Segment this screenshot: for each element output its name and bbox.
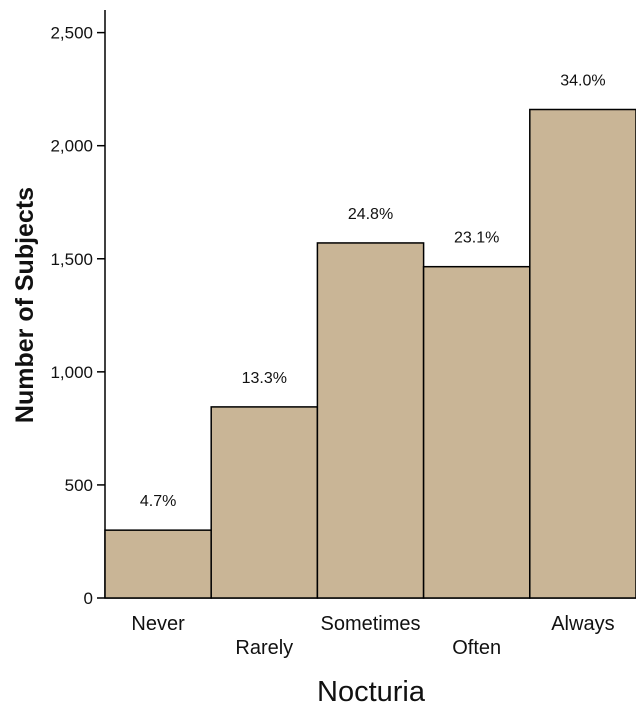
x-axis-title: Nocturia bbox=[317, 676, 426, 705]
y-tick-label: 1,000 bbox=[50, 363, 93, 382]
data-label: 34.0% bbox=[560, 73, 605, 90]
y-tick-label: 0 bbox=[84, 589, 93, 608]
y-tick-label: 2,500 bbox=[50, 24, 93, 43]
category-label: Sometimes bbox=[320, 613, 420, 635]
category-label: Never bbox=[131, 613, 185, 635]
bar-rarely bbox=[210, 406, 319, 599]
y-axis-title: Number of Subjects bbox=[11, 187, 39, 423]
bar-always bbox=[529, 108, 636, 599]
category-label: Always bbox=[551, 613, 614, 635]
bar-never bbox=[104, 529, 212, 599]
category-labels: Never Rarely Sometimes Often Always bbox=[131, 613, 614, 659]
y-tick-label: 2,000 bbox=[50, 137, 93, 156]
bar-sometimes bbox=[316, 242, 425, 599]
bars bbox=[104, 108, 636, 599]
y-tick-label: 500 bbox=[65, 476, 93, 495]
data-label: 24.8% bbox=[348, 206, 393, 223]
y-tick-label: 1,500 bbox=[50, 250, 93, 269]
bar-often bbox=[422, 265, 531, 599]
data-label: 13.3% bbox=[242, 370, 287, 387]
data-labels: 4.7% 13.3% 24.8% 23.1% 34.0% bbox=[140, 73, 606, 511]
data-label: 4.7% bbox=[140, 493, 176, 510]
category-label: Rarely bbox=[235, 637, 293, 659]
category-label: Often bbox=[452, 637, 501, 659]
y-axis-ticks: 0 500 1,000 1,500 2,000 2,500 bbox=[50, 24, 105, 608]
data-label: 23.1% bbox=[454, 230, 499, 247]
